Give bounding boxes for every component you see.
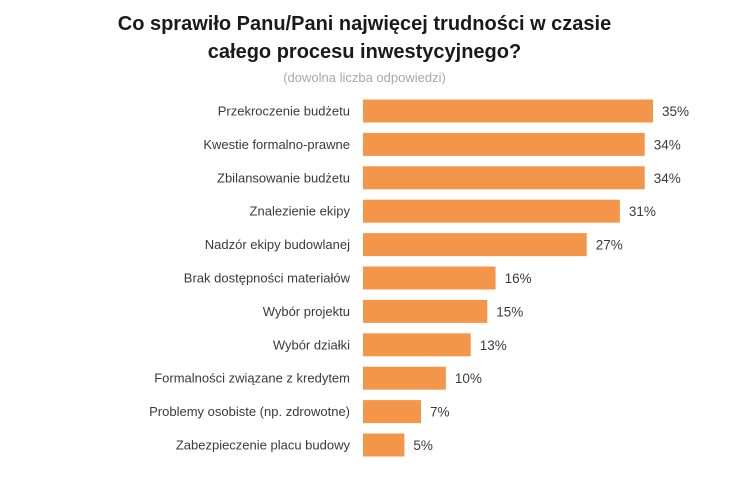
value-label: 5% [413, 438, 433, 453]
category-label: Przekroczenie budżetu [218, 104, 350, 119]
category-label: Nadzór ekipy budowlanej [205, 237, 350, 252]
value-label: 13% [480, 338, 507, 353]
chart-title-line-1: Co sprawiło Panu/Pani najwięcej trudnośc… [117, 13, 612, 35]
category-label: Zabezpieczenie placu budowy [176, 438, 351, 453]
bar [363, 266, 496, 290]
bar [363, 132, 645, 156]
value-label: 10% [455, 371, 482, 386]
bar [363, 333, 471, 357]
category-label: Wybór działki [273, 337, 350, 352]
value-label: 16% [505, 271, 532, 286]
bar [363, 99, 653, 123]
value-label: 35% [662, 104, 689, 119]
value-label: 7% [430, 405, 450, 420]
category-label: Znalezienie ekipy [250, 204, 351, 219]
bar [363, 400, 421, 424]
value-label: 34% [654, 137, 681, 152]
category-label: Wybór projektu [263, 304, 350, 319]
category-label: Brak dostępności materiałów [184, 271, 351, 286]
chart-title-line-2: całego procesu inwestycyjnego? [207, 41, 522, 63]
value-label: 34% [654, 171, 681, 186]
value-label: 27% [596, 238, 623, 253]
chart-title: Co sprawiło Panu/Pani najwięcej trudnośc… [0, 10, 729, 66]
category-label: Formalności związane z kredytem [154, 371, 350, 386]
bar [363, 299, 488, 323]
bar [363, 166, 645, 190]
value-label: 31% [629, 204, 656, 219]
category-label: Problemy osobiste (np. zdrowotne) [149, 404, 350, 419]
category-label: Zbilansowanie budżetu [217, 170, 350, 185]
bar [363, 199, 620, 223]
bar [363, 366, 446, 390]
value-label: 15% [496, 304, 523, 319]
category-label: Kwestie formalno-prawne [203, 137, 350, 152]
bar [363, 433, 405, 457]
bar [363, 233, 587, 257]
chart-subtitle: (dowolna liczba odpowiedzi) [283, 70, 446, 85]
